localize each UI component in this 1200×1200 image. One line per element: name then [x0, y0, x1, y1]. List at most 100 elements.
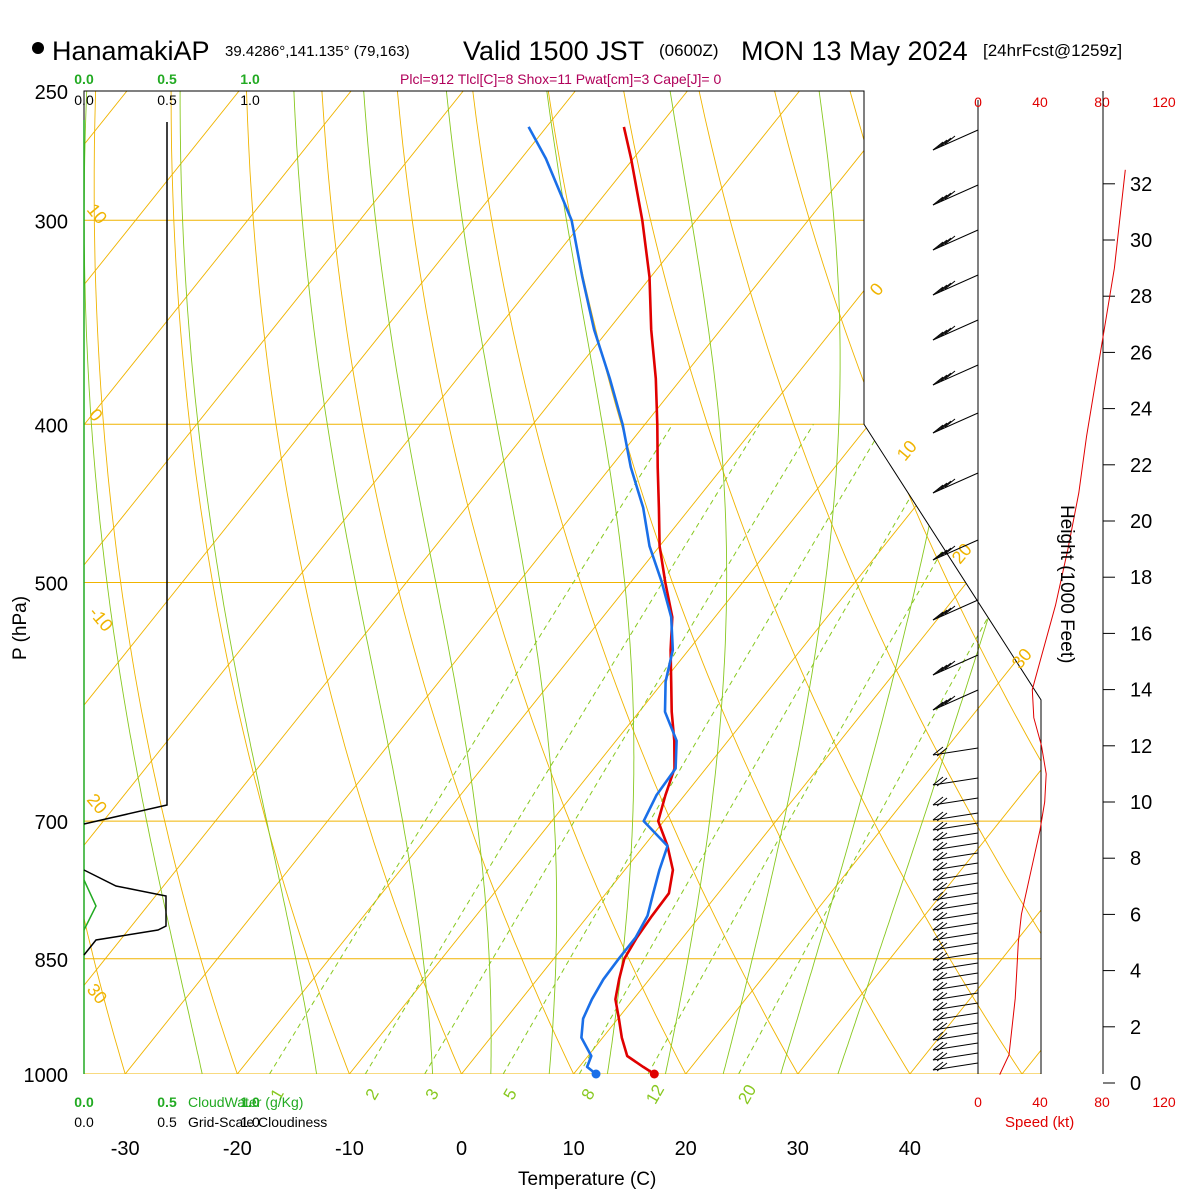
wind-barb-flag	[936, 194, 948, 204]
mixing-ratio-line	[578, 424, 954, 1074]
moist-adiabat-line	[84, 91, 211, 1074]
wind-barb-flag	[940, 662, 952, 672]
wind-barb-flag	[936, 942, 948, 952]
pressure-tick-label: 400	[35, 415, 68, 437]
height-tick-label: 12	[1130, 736, 1152, 758]
wind-barb-flag	[940, 420, 952, 430]
wind-barb	[932, 412, 979, 434]
dry-adiabat-line	[0, 62, 22, 1109]
wind-barb-flag	[936, 962, 948, 972]
dry-adiabat-line	[93, 91, 250, 1074]
cloud-panel: 0.0 0.5 1.0 0.0 0.5 1.0 0.0 0.5 1.0 0.0 0.5 1.0	[74, 71, 260, 1130]
valid-zulu: (0600Z)	[659, 41, 719, 60]
wind-barb-flag	[936, 284, 948, 294]
dry-adiabat-line	[618, 91, 1041, 1074]
isotherm-line	[84, 91, 711, 1074]
wind-barb-flag	[932, 891, 944, 901]
wind-barb-flag	[944, 135, 956, 145]
pressure-tick-label: 500	[35, 574, 68, 596]
wind-barb-flag	[932, 796, 944, 806]
wind-barb-flag	[932, 921, 944, 931]
moist-adiabat-line	[657, 91, 728, 1074]
height-tick-label: 14	[1130, 680, 1152, 702]
wind-barb-flag	[936, 952, 948, 962]
wind-barb	[932, 274, 979, 296]
dry-adiabat-label: 10	[893, 436, 921, 464]
wind-barb-flag	[932, 1011, 944, 1021]
isotherm-line	[657, 91, 1041, 1074]
dry-adiabat-line	[319, 91, 591, 1074]
wind-barb-flag	[932, 376, 944, 386]
isotherm-line	[769, 91, 1041, 1074]
temperature-tick-label: 10	[562, 1138, 584, 1160]
cloud-water-tick-bottom: 0.5	[157, 1094, 177, 1110]
wind-barb-flag	[932, 1041, 944, 1051]
wind-barb-flag	[932, 901, 944, 911]
station-coords: 39.4286°,141.135° (79,163)	[225, 43, 410, 60]
dry-adiabat-label: 30	[83, 980, 111, 1008]
wind-barb-flag	[936, 852, 948, 862]
cloud-water-tick-top: 0.5	[157, 71, 177, 87]
wind-barb-flag	[932, 981, 944, 991]
pressure-tick-label: 1000	[24, 1065, 69, 1087]
wind-barb-flag	[932, 484, 944, 494]
isotherm-line	[84, 91, 487, 1074]
mixing-ratio-label: 3	[422, 1085, 443, 1103]
cloudiness-tick-top: 1.0	[240, 92, 260, 108]
wind-barb	[932, 129, 979, 151]
wind-barb-flag	[932, 746, 944, 756]
pressure-axis-label: P (hPa)	[10, 596, 31, 660]
sounding-parameters: Plcl=912 Tlcl[C]=8 Shox=11 Pwat[cm]=3 Ca…	[400, 71, 721, 87]
wind-barb-flag	[940, 372, 952, 382]
diagram-lines-clipped	[0, 62, 1041, 1109]
wind-barb-flag	[936, 872, 948, 882]
temperature-tick-label: -30	[111, 1138, 140, 1160]
speed-tick-bottom: 120	[1152, 1094, 1176, 1110]
moist-adiabat-line	[179, 91, 323, 1074]
forecast-tag: [24hrFcst@1259z]	[983, 41, 1122, 60]
cloudiness-tick-bottom: 0.5	[157, 1114, 177, 1130]
wind-barb-flag	[932, 666, 944, 676]
wind-barb-flag	[936, 822, 948, 832]
wind-barb-flag	[932, 701, 944, 711]
wind-barb-flag	[936, 549, 948, 559]
mixing-ratio-label: 12	[642, 1081, 668, 1107]
speed-tick-bottom: 0	[974, 1094, 982, 1110]
wind-barb-flag	[932, 1021, 944, 1031]
wind-barb-flag	[936, 609, 948, 619]
dry-adiabat-line	[170, 91, 364, 1074]
height-tick-label: 18	[1130, 567, 1152, 589]
wind-barb-flag	[932, 776, 944, 786]
dry-adiabat-label: 20	[948, 539, 976, 567]
wind-barb-flag	[936, 902, 948, 912]
dry-adiabat-line	[692, 91, 1041, 1074]
moist-adiabat-line	[443, 91, 558, 1074]
dewpoint-line	[527, 126, 678, 1076]
cloud-water-tick-top: 1.0	[240, 71, 260, 87]
dry-adiabat-label: 30	[1008, 644, 1036, 672]
cloudiness-tick-bottom: 1.0	[240, 1114, 260, 1130]
temperature-line	[614, 126, 676, 1076]
mixing-ratio-label: 20	[734, 1081, 760, 1107]
height-tick-label: 4	[1130, 961, 1141, 983]
cloud-water-label: CloudWater (g/Kg)	[188, 1094, 303, 1110]
moist-adiabat-line	[713, 91, 841, 1074]
moist-adiabat-line	[292, 91, 435, 1074]
wind-barb-flag	[936, 862, 948, 872]
pressure-tick-label: 250	[35, 82, 68, 104]
mixing-ratio-line	[502, 424, 885, 1074]
wind-barb-flag	[932, 871, 944, 881]
wind-barb-flag	[936, 842, 948, 852]
wind-barb-flag	[936, 1032, 948, 1042]
mixing-ratio-label: 5	[500, 1085, 521, 1103]
isotherm-line	[321, 91, 1041, 1074]
wind-barb-flag	[932, 286, 944, 296]
wind-barb-flag	[936, 482, 948, 492]
cloudiness-tick-bottom: 0.0	[74, 1114, 94, 1130]
wind-barb-flag	[936, 797, 948, 807]
wind-barb-flag	[936, 239, 948, 249]
wind-barb-flag	[936, 922, 948, 932]
wind-barb-flag	[936, 747, 948, 757]
